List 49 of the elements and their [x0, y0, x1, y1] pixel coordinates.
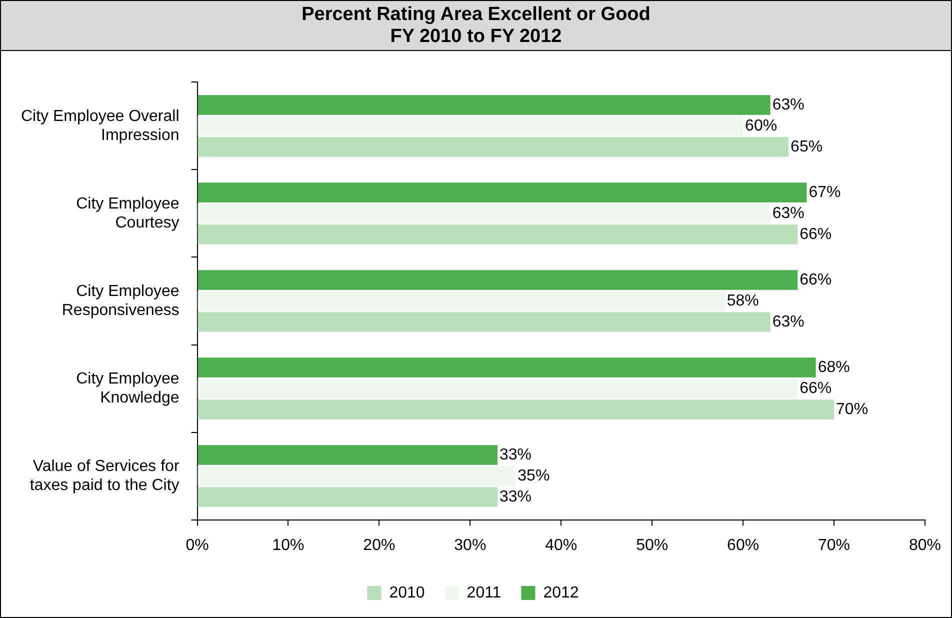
x-tick-label: 30% [454, 536, 486, 554]
x-tick-label: 20% [363, 536, 396, 554]
data-label: 70% [836, 400, 868, 418]
y-tick-label: City Employee Knowledge [76, 370, 180, 407]
chart-subtitle: FY 2010 to FY 2012 [389, 26, 563, 48]
x-tick-label: 80% [908, 536, 942, 554]
bar [198, 137, 789, 157]
data-label: 66% [800, 226, 832, 243]
y-tick-label: City Employee Courtesy [76, 195, 180, 232]
x-tick-label: 10% [272, 536, 304, 554]
x-tick-label: 70% [818, 536, 850, 554]
bar [198, 270, 798, 290]
bar [198, 224, 798, 244]
bar [198, 466, 516, 486]
bar [198, 400, 834, 420]
bar [198, 445, 498, 465]
data-label: 33% [499, 488, 532, 506]
bar [198, 182, 807, 202]
bar [198, 116, 744, 136]
legend-label: 2012 [543, 584, 579, 602]
data-label: 66% [800, 271, 832, 288]
x-tick-label: 0% [186, 536, 209, 554]
chart-title: Percent Rating Area Excellent or Good [300, 4, 652, 26]
y-tick-label: City Employee Overall Impression [20, 108, 180, 144]
y-tick-label: Value of Services for taxes paid to the City [30, 458, 180, 494]
legend-label: 2010 [389, 584, 425, 602]
x-tick-label: 50% [636, 536, 668, 554]
data-label: 60% [745, 117, 778, 134]
x-tick-label: 40% [545, 536, 578, 554]
data-label: 67% [808, 184, 841, 201]
bar [198, 378, 798, 398]
data-label: 63% [772, 96, 804, 114]
bar [198, 312, 770, 332]
bar [198, 204, 770, 224]
data-label: 63% [772, 204, 804, 222]
data-label: 58% [726, 292, 759, 310]
data-label: 65% [790, 138, 823, 156]
data-label: 33% [499, 446, 532, 464]
data-label: 35% [518, 467, 550, 484]
bar [198, 95, 770, 115]
x-tick-label: 60% [727, 536, 760, 554]
bar [198, 291, 725, 311]
bar [198, 358, 816, 378]
data-label: 63% [772, 313, 804, 330]
data-label: 68% [818, 358, 850, 376]
data-label: 66% [800, 380, 832, 397]
y-tick-label: City Employee Responsiveness [62, 282, 180, 320]
bar [198, 487, 498, 507]
legend-label: 2011 [466, 584, 502, 602]
